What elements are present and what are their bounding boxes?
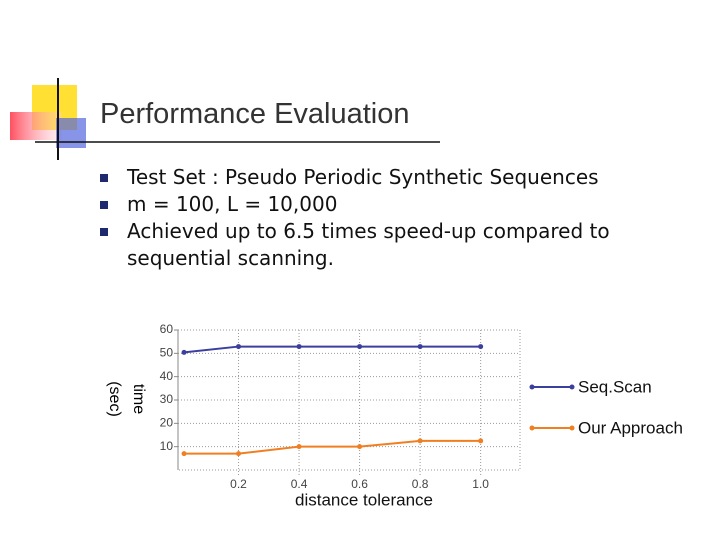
x-tick-label: 0.8 bbox=[412, 477, 429, 491]
legend-marker bbox=[529, 384, 535, 390]
data-point bbox=[296, 444, 302, 450]
x-tick-label: 1.0 bbox=[472, 477, 489, 491]
data-point bbox=[181, 451, 187, 457]
bullet: m = 100, L = 10,000 bbox=[100, 191, 660, 218]
legend-label: Seq.Scan bbox=[578, 377, 652, 396]
series-line bbox=[183, 345, 481, 354]
series-line bbox=[184, 439, 481, 455]
bullet: Achieved up to 6.5 times speed-up compar… bbox=[100, 218, 660, 272]
slide-title: Performance Evaluation bbox=[100, 98, 410, 130]
bullet-list: Test Set : Pseudo Periodic Synthetic Seq… bbox=[100, 164, 660, 272]
data-point bbox=[236, 344, 242, 350]
data-point bbox=[417, 344, 423, 350]
legend-marker bbox=[569, 384, 575, 390]
data-point bbox=[357, 444, 363, 450]
deco-blue bbox=[56, 118, 86, 148]
data-point bbox=[236, 451, 242, 457]
data-point bbox=[417, 438, 423, 444]
y-tick-label: 60 bbox=[160, 322, 174, 336]
y-tick-label: 30 bbox=[160, 392, 174, 406]
y-tick-label: 10 bbox=[160, 439, 174, 453]
x-tick-label: 0.6 bbox=[351, 477, 368, 491]
y-tick-label: 20 bbox=[160, 416, 174, 430]
legend-marker bbox=[569, 425, 575, 431]
y-tick-label: 40 bbox=[160, 369, 174, 383]
legend-marker bbox=[529, 425, 535, 431]
x-tick-label: 0.2 bbox=[230, 477, 247, 491]
bullet: Test Set : Pseudo Periodic Synthetic Seq… bbox=[100, 164, 660, 191]
data-point bbox=[478, 344, 484, 350]
y-tick-label: 50 bbox=[160, 346, 174, 360]
x-tick-label: 0.4 bbox=[291, 477, 308, 491]
data-point bbox=[296, 344, 302, 350]
legend-label: Our Approach bbox=[578, 418, 683, 437]
data-point bbox=[478, 438, 484, 444]
x-axis-label: distance tolerance bbox=[295, 490, 433, 509]
data-point bbox=[357, 344, 363, 350]
data-point bbox=[181, 349, 187, 355]
deco-red bbox=[10, 112, 62, 140]
